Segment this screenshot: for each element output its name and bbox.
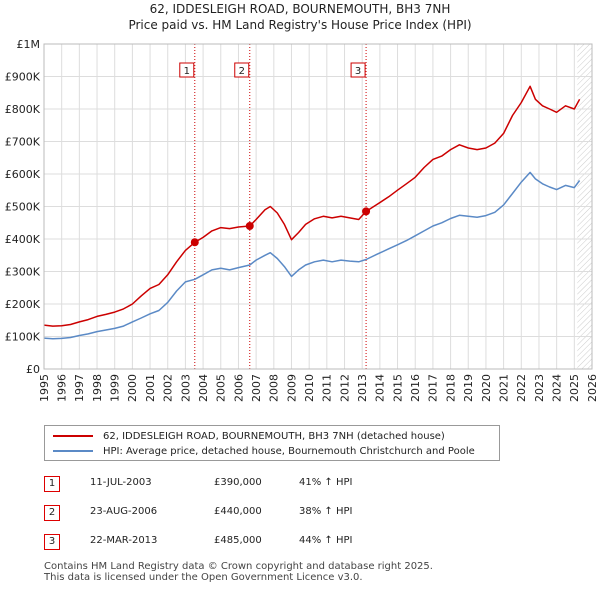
x-tick-label: 2008	[268, 374, 281, 402]
sale-badge: 3	[44, 534, 60, 550]
sale-hpi-change: 41% ↑ HPI	[299, 477, 353, 488]
sale-price: £390,000	[214, 477, 262, 488]
sale-marker-label: 1	[184, 66, 190, 77]
y-tick-label: £100K	[5, 331, 41, 344]
y-tick-label: £200K	[5, 298, 41, 311]
x-tick-label: 2012	[338, 374, 351, 402]
sale-date: 23-AUG-2006	[90, 506, 158, 517]
axes: £0 £100K £200K £300K £400K £500K £600K £700K £80…	[5, 38, 599, 402]
legend-swatch-hpi	[53, 450, 93, 452]
chart-subtitle: Price paid vs. HM Land Registry's House …	[128, 18, 472, 32]
x-tick-label: 2002	[162, 374, 175, 402]
x-tick-label: 2024	[550, 374, 563, 402]
x-tick-label: 2023	[533, 374, 546, 402]
price-chart: 1 2 3 £0 £100K £200K £300K £400K £500K £600K £700…	[5, 38, 599, 402]
x-tick-label: 1999	[109, 374, 122, 402]
footer: Contains HM Land Registry data © Crown c…	[44, 561, 433, 583]
x-tick-label: 2003	[179, 374, 192, 402]
x-tick-label: 1996	[56, 374, 69, 402]
sale-badge: 2	[44, 505, 60, 521]
legend-label-property: 62, IDDESLEIGH ROAD, BOURNEMOUTH, BH3 7N…	[103, 430, 445, 442]
y-tick-label: £600K	[5, 168, 41, 181]
x-tick-label: 2004	[197, 374, 210, 402]
sale-hpi-change: 44% ↑ HPI	[299, 535, 353, 546]
sale-marker-label: 2	[239, 66, 245, 77]
x-tick-label: 2007	[250, 374, 263, 402]
legend-item-property: 62, IDDESLEIGH ROAD, BOURNEMOUTH, BH3 7N…	[53, 429, 445, 443]
y-tick-label: £900K	[5, 71, 41, 84]
sale-marker-label: 3	[355, 66, 361, 77]
series	[43, 85, 581, 340]
sale-date: 11-JUL-2003	[90, 477, 152, 488]
sale-point	[245, 222, 254, 230]
sale-row: 2 23-AUG-2006 £440,000 38% ↑ HPI	[44, 502, 564, 531]
legend-item-hpi: HPI: Average price, detached house, Bour…	[53, 444, 475, 458]
y-tick-label: £0	[26, 363, 40, 376]
x-tick-label: 2022	[515, 374, 528, 402]
y-tick-label: £700K	[5, 136, 41, 149]
x-tick-label: 2005	[215, 374, 228, 402]
y-tick-label: £800K	[5, 103, 41, 116]
hpi-line	[43, 171, 581, 340]
legend: 62, IDDESLEIGH ROAD, BOURNEMOUTH, BH3 7N…	[44, 425, 500, 461]
chart-title: 62, IDDESLEIGH ROAD, BOURNEMOUTH, BH3 7N…	[149, 2, 451, 16]
x-tick-label: 2006	[232, 374, 245, 402]
sale-marker-box	[350, 62, 366, 78]
x-tick-label: 2025	[568, 374, 581, 402]
grid	[43, 43, 593, 370]
sale-point	[190, 238, 199, 247]
property-price-line	[43, 85, 581, 327]
footer-license: This data is licensed under the Open Gov…	[44, 572, 363, 583]
y-tick-label: £500K	[5, 201, 41, 214]
x-tick-label: 1997	[73, 374, 86, 402]
y-tick-label: £400K	[5, 233, 41, 246]
x-tick-label: 2017	[427, 374, 440, 402]
sale-point	[362, 207, 371, 216]
x-tick-label: 2026	[586, 374, 599, 402]
x-tick-label: 2000	[126, 374, 139, 402]
x-tick-label: 2016	[409, 374, 422, 402]
sale-badge: 1	[44, 476, 60, 492]
sales-table: 1 11-JUL-2003 £390,000 41% ↑ HPI 2 23-AU…	[44, 473, 564, 560]
sale-hpi-change: 38% ↑ HPI	[299, 506, 353, 517]
x-tick-label: 1998	[91, 374, 104, 402]
plot-frame	[43, 43, 593, 370]
x-tick-label: 2015	[391, 374, 404, 402]
x-tick-label: 2014	[374, 374, 387, 402]
x-tick-label: 2019	[462, 374, 475, 402]
x-tick-label: 2010	[303, 374, 316, 402]
x-tick-label: 1995	[38, 374, 51, 402]
x-tick-label: 2018	[444, 374, 457, 402]
x-tick-label: 2021	[497, 374, 510, 402]
y-tick-label: £1M	[17, 38, 41, 51]
sale-row: 3 22-MAR-2013 £485,000 44% ↑ HPI	[44, 531, 564, 560]
sale-date: 22-MAR-2013	[90, 535, 158, 546]
legend-label-hpi: HPI: Average price, detached house, Bour…	[103, 445, 475, 457]
sale-marker-box	[234, 62, 250, 78]
footer-copyright: Contains HM Land Registry data © Crown c…	[44, 561, 433, 572]
y-tick-label: £300K	[5, 266, 41, 279]
x-tick-label: 2020	[480, 374, 493, 402]
sale-price: £440,000	[214, 506, 262, 517]
sale-marker-lines: 1 2 3	[179, 44, 367, 369]
x-tick-label: 2011	[321, 374, 334, 402]
sale-points	[190, 207, 371, 247]
x-tick-label: 2009	[285, 374, 298, 402]
x-tick-label: 2013	[356, 374, 369, 402]
sale-row: 1 11-JUL-2003 £390,000 41% ↑ HPI	[44, 473, 564, 502]
sale-price: £485,000	[214, 535, 262, 546]
legend-swatch-property	[53, 435, 93, 437]
sale-marker-box	[179, 62, 195, 78]
x-tick-label: 2001	[144, 374, 157, 402]
